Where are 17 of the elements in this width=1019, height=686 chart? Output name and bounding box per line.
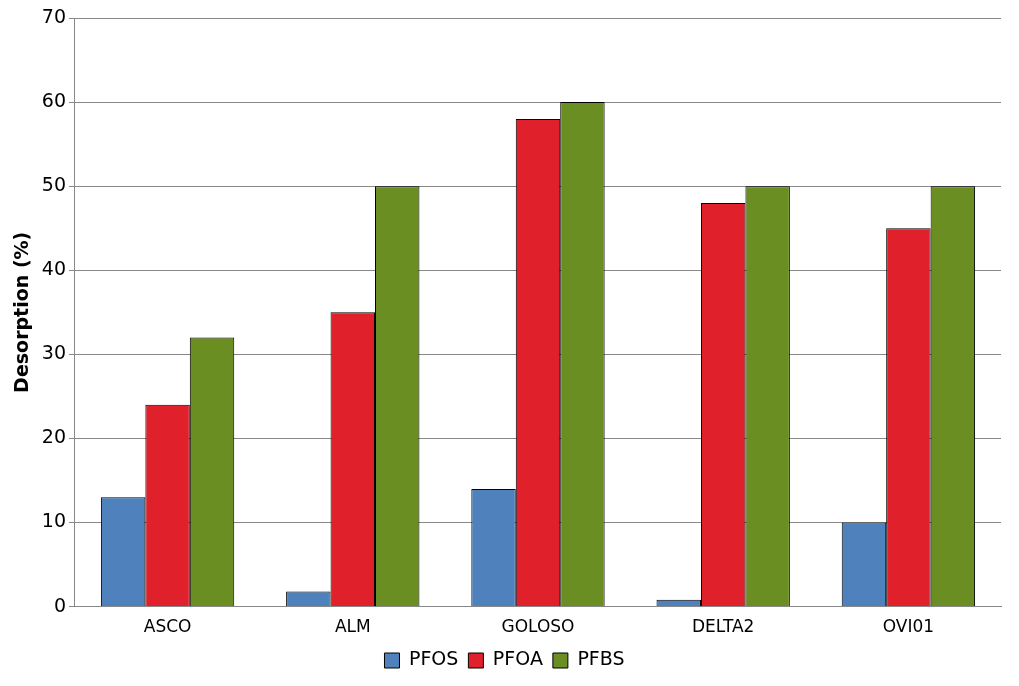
x-tick-label: GOLOSO (501, 616, 575, 637)
x-tick-label: ALM (334, 616, 371, 637)
legend-label: PFOA (492, 647, 543, 670)
x-tick-label: OVI01 (882, 616, 935, 637)
y-tick-label: 10 (41, 509, 66, 532)
y-tick-label: 20 (41, 425, 66, 448)
y-axis-title: Desorption (%) (10, 231, 33, 393)
y-tick-label: 50 (41, 173, 66, 196)
legend-label: PFOS (408, 647, 459, 670)
y-tick-label: 30 (41, 341, 66, 364)
y-tick-label: 70 (41, 4, 66, 27)
y-tick-label: 0 (53, 593, 66, 616)
y-tick-label: 40 (41, 257, 66, 280)
x-tick-label: ASCO (143, 616, 192, 637)
x-tick-label: DELTA2 (691, 616, 755, 637)
legend-label: PFBS (577, 647, 625, 670)
y-tick-label: 60 (41, 89, 66, 112)
